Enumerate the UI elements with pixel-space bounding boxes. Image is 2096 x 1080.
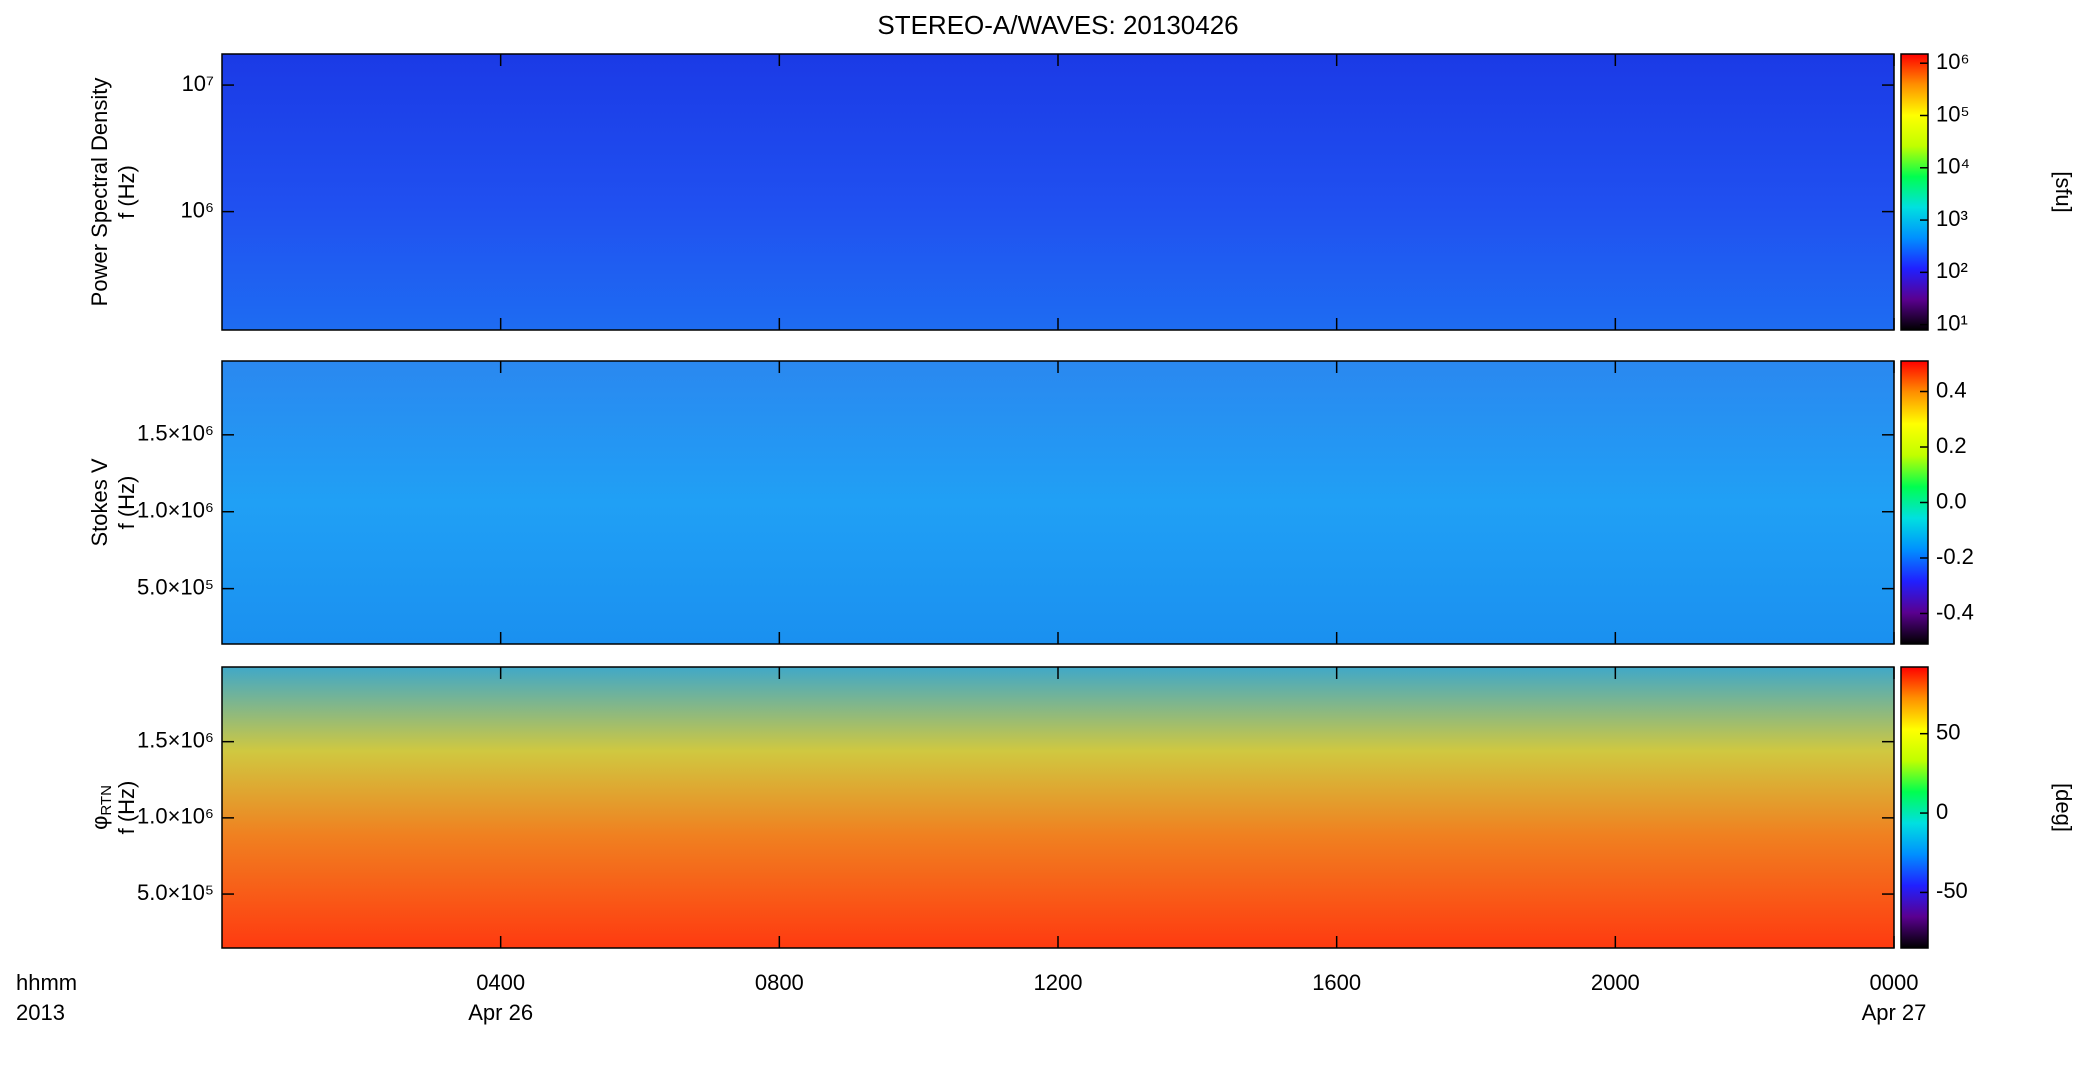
x-tick-label: 1600 [1312, 970, 1361, 995]
x-axis-label: hhmm [16, 970, 77, 995]
spectrogram-image [222, 361, 1894, 644]
spectrogram-image [222, 667, 1894, 948]
y-axis-label: f (Hz) [114, 781, 139, 835]
y-tick-label: 1.5×10⁶ [137, 421, 214, 446]
y-axis-label-text: φ [87, 816, 112, 830]
colorbar-tick-label: 10⁵ [1936, 101, 1970, 126]
y-tick-label: 5.0×10⁵ [137, 574, 214, 599]
colorbar-label: [deg] [2051, 783, 2076, 832]
y-tick-label: 1.0×10⁶ [137, 804, 214, 829]
y-axis-label-sub: RTN [98, 785, 115, 816]
colorbar-tick-label: 50 [1936, 719, 1960, 744]
x-date-label: Apr 27 [1862, 1000, 1927, 1025]
colorbar-tick-label: -50 [1936, 878, 1968, 903]
x-tick-label: 2000 [1591, 970, 1640, 995]
y-axis-label: φRTN [87, 785, 115, 830]
colorbar-tick-label: 0 [1936, 799, 1948, 824]
x-tick-label: 1200 [1034, 970, 1083, 995]
colorbar-tick-label: 0.4 [1936, 377, 1967, 402]
y-axis-label: f (Hz) [114, 476, 139, 530]
x-tick-label: 0400 [476, 970, 525, 995]
colorbar-tick-label: 10³ [1936, 206, 1968, 231]
colorbar [1900, 666, 1929, 949]
colorbar-label: [sfu] [2051, 171, 2076, 213]
y-axis-label-text: Stokes V [87, 458, 112, 546]
colorbar-tick-label: 10² [1936, 258, 1968, 283]
colorbar-tick-label: 0.0 [1936, 488, 1967, 513]
y-tick-label: 10⁷ [182, 71, 214, 96]
colorbar-tick-label: 10¹ [1936, 310, 1968, 335]
colorbar-tick-label: 0.2 [1936, 433, 1967, 458]
spectrogram-image [222, 54, 1894, 330]
y-tick-label: 1.5×10⁶ [137, 727, 214, 752]
y-axis-label: Stokes V [87, 458, 112, 546]
x-tick-label: 0800 [755, 970, 804, 995]
y-axis-label: f (Hz) [114, 165, 139, 219]
colorbar-tick-label: -0.2 [1936, 544, 1974, 569]
colorbar-tick-label: 10⁴ [1936, 154, 1970, 179]
x-axis-year: 2013 [16, 1000, 65, 1025]
colorbar-tick-label: 10⁶ [1936, 49, 1970, 74]
colorbar [1900, 53, 1929, 331]
x-tick-label: 0000 [1870, 970, 1919, 995]
y-axis-label-text: Power Spectral Density [87, 78, 112, 307]
chart-title: STEREO-A/WAVES: 20130426 [877, 10, 1238, 40]
y-tick-label: 1.0×10⁶ [137, 498, 214, 523]
y-tick-label: 10⁶ [180, 197, 214, 222]
y-axis-label: Power Spectral Density [87, 78, 112, 307]
x-date-label: Apr 26 [468, 1000, 533, 1025]
colorbar-tick-label: -0.4 [1936, 599, 1974, 624]
y-tick-label: 5.0×10⁵ [137, 880, 214, 905]
